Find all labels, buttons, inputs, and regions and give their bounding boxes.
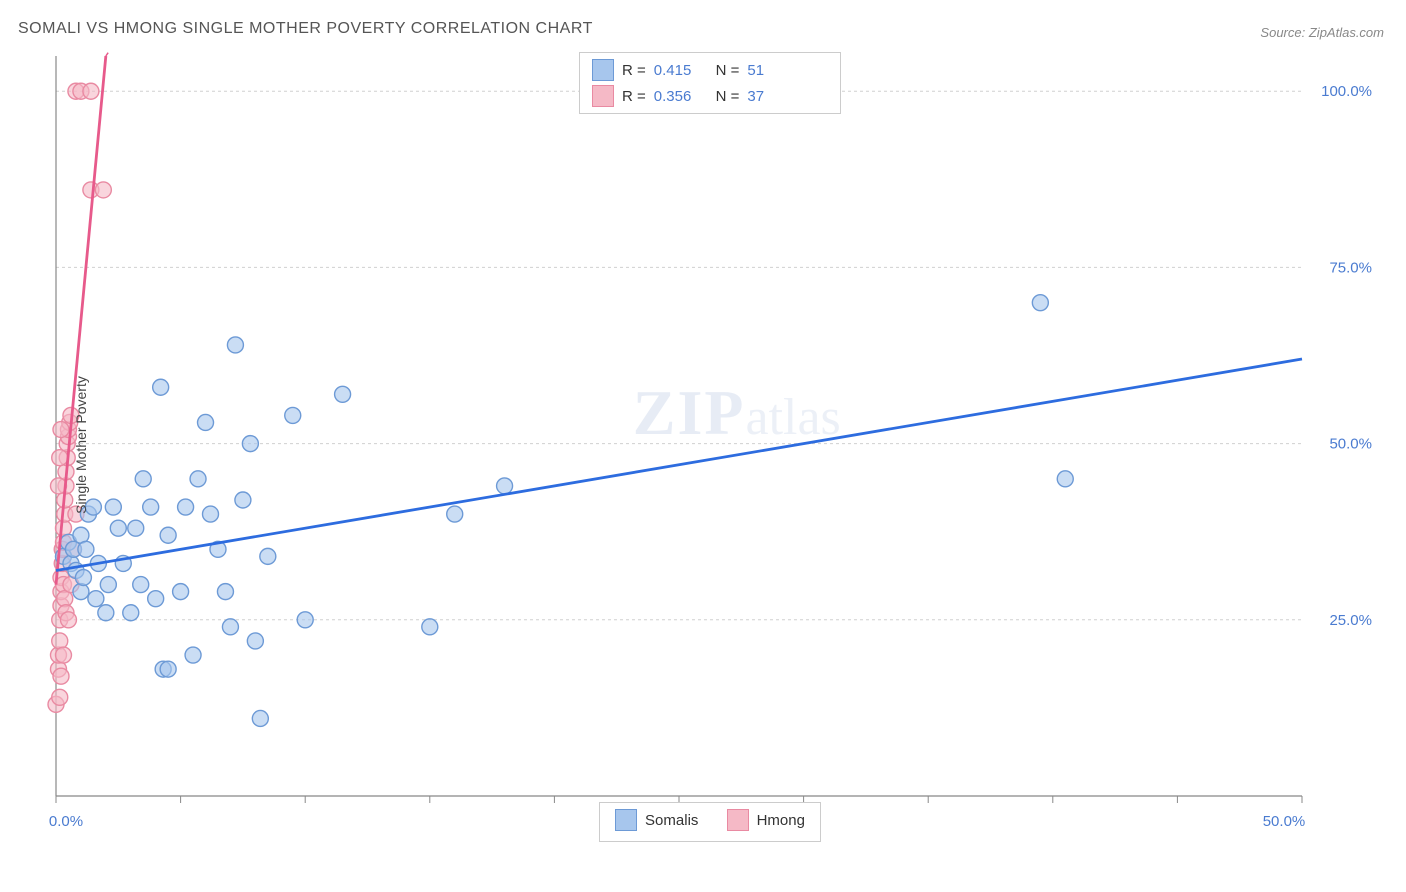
swatch-somalis [592, 59, 614, 81]
legend-label-hmong: Hmong [757, 812, 805, 829]
swatch-hmong [592, 85, 614, 107]
r-label: R = [622, 62, 646, 79]
source-label: Source: [1260, 25, 1305, 40]
r-value-somalis: 0.415 [654, 62, 692, 79]
source-attribution: Source: ZipAtlas.com [1260, 25, 1384, 40]
y-axis-label: Single Mother Poverty [73, 376, 89, 514]
svg-text:25.0%: 25.0% [1329, 612, 1372, 629]
n-value-somalis: 51 [747, 62, 764, 79]
legend-item-hmong: Hmong [727, 809, 805, 831]
n-label: N = [716, 62, 740, 79]
svg-text:50.0%: 50.0% [1263, 813, 1306, 830]
correlation-legend: R = 0.415 N = 51 R = 0.356 N = 37 [579, 52, 841, 114]
plot-wrapper: Single Mother Poverty 25.0% 50.0% 75.0% 100… [40, 50, 1380, 840]
legend-row-somalis: R = 0.415 N = 51 [580, 57, 840, 83]
legend-row-hmong: R = 0.356 N = 37 [580, 83, 840, 109]
n-value-hmong: 37 [747, 88, 764, 105]
svg-text:50.0%: 50.0% [1329, 436, 1372, 453]
scatter-chart: 25.0% 50.0% 75.0% 100.0% 0.0% 50.0% [40, 50, 1380, 840]
svg-text:75.0%: 75.0% [1329, 259, 1372, 276]
svg-text:0.0%: 0.0% [49, 813, 83, 830]
source-value: ZipAtlas.com [1309, 25, 1384, 40]
svg-text:100.0%: 100.0% [1321, 83, 1372, 100]
n-label: N = [716, 88, 740, 105]
swatch-somalis [615, 809, 637, 831]
legend-label-somalis: Somalis [645, 812, 698, 829]
r-value-hmong: 0.356 [654, 88, 692, 105]
chart-title: SOMALI VS HMONG SINGLE MOTHER POVERTY CO… [18, 20, 593, 38]
swatch-hmong [727, 809, 749, 831]
legend-item-somalis: Somalis [615, 809, 698, 831]
series-legend: Somalis Hmong [599, 802, 821, 842]
r-label: R = [622, 88, 646, 105]
